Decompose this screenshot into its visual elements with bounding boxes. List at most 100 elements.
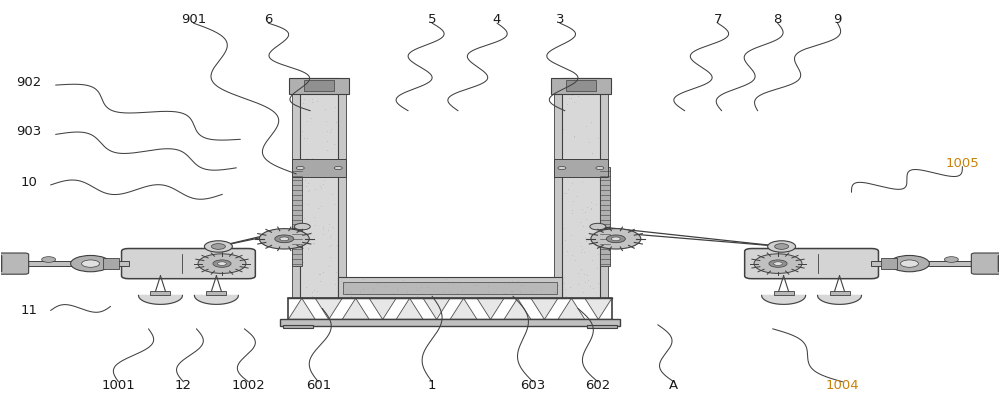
Point <box>576 79 592 86</box>
Point <box>441 289 457 296</box>
Point <box>409 287 425 293</box>
Point <box>322 129 338 135</box>
Bar <box>600 166 610 265</box>
Polygon shape <box>762 295 806 304</box>
Point <box>315 226 331 232</box>
Point <box>315 91 331 97</box>
Point <box>587 169 603 175</box>
Bar <box>338 277 562 298</box>
Point <box>336 291 352 297</box>
Point <box>480 289 496 295</box>
Point <box>583 199 599 206</box>
Point <box>559 101 575 108</box>
Point <box>573 249 589 255</box>
Bar <box>338 78 346 298</box>
FancyBboxPatch shape <box>971 253 1000 274</box>
Point <box>512 289 528 295</box>
Point <box>558 293 574 299</box>
Point <box>296 95 312 102</box>
Point <box>583 204 599 211</box>
Point <box>309 288 325 294</box>
Text: A: A <box>669 380 678 392</box>
Bar <box>300 78 338 298</box>
Circle shape <box>198 254 246 273</box>
Point <box>564 210 580 216</box>
Point <box>568 157 584 163</box>
Point <box>561 94 577 101</box>
Point <box>369 280 385 287</box>
Point <box>309 98 325 105</box>
Bar <box>0 261 129 266</box>
Point <box>564 252 580 258</box>
Text: 603: 603 <box>520 380 546 392</box>
Point <box>576 248 592 255</box>
Point <box>501 280 517 287</box>
Circle shape <box>82 260 100 267</box>
Bar <box>280 319 620 326</box>
Point <box>300 245 316 251</box>
Point <box>305 239 321 246</box>
Point <box>590 250 606 257</box>
Point <box>321 220 337 227</box>
Point <box>563 231 579 238</box>
Circle shape <box>754 254 802 273</box>
Bar <box>587 325 617 328</box>
Point <box>409 293 425 300</box>
Circle shape <box>294 223 310 230</box>
Point <box>567 257 583 263</box>
Circle shape <box>900 260 918 267</box>
Bar <box>289 78 349 94</box>
Point <box>570 281 586 288</box>
Point <box>325 224 341 230</box>
Bar <box>551 78 611 94</box>
Circle shape <box>889 256 929 272</box>
Point <box>475 290 491 297</box>
Point <box>315 231 331 238</box>
Point <box>299 155 315 161</box>
Point <box>304 293 320 299</box>
Point <box>313 184 329 191</box>
Text: 7: 7 <box>713 13 722 25</box>
Point <box>295 259 311 266</box>
Point <box>324 156 340 162</box>
Point <box>587 241 603 248</box>
Text: 903: 903 <box>16 125 41 138</box>
Point <box>530 279 546 285</box>
Bar <box>566 80 596 91</box>
Point <box>581 139 597 146</box>
Text: 1002: 1002 <box>231 380 265 392</box>
Circle shape <box>218 262 226 265</box>
Point <box>581 236 597 243</box>
Point <box>307 186 323 192</box>
Point <box>588 200 604 207</box>
Circle shape <box>591 229 641 249</box>
Point <box>295 83 311 90</box>
Text: 10: 10 <box>20 175 37 189</box>
Bar <box>343 282 557 294</box>
Point <box>321 263 337 270</box>
Point <box>336 281 352 288</box>
Polygon shape <box>423 298 450 319</box>
Point <box>510 278 526 284</box>
Point <box>566 133 582 139</box>
Point <box>580 277 596 283</box>
Point <box>324 191 340 198</box>
Point <box>299 117 315 124</box>
Point <box>399 289 415 295</box>
Point <box>306 286 322 293</box>
Circle shape <box>611 237 620 240</box>
Polygon shape <box>288 298 315 319</box>
Point <box>303 229 319 235</box>
Point <box>319 138 335 145</box>
Circle shape <box>42 257 56 263</box>
Point <box>449 290 465 296</box>
Point <box>312 271 328 277</box>
Point <box>480 283 496 289</box>
Point <box>300 81 316 88</box>
Circle shape <box>204 241 232 252</box>
Point <box>582 283 598 290</box>
FancyBboxPatch shape <box>122 249 255 279</box>
Point <box>445 281 461 287</box>
FancyBboxPatch shape <box>0 255 2 272</box>
Circle shape <box>275 235 294 243</box>
